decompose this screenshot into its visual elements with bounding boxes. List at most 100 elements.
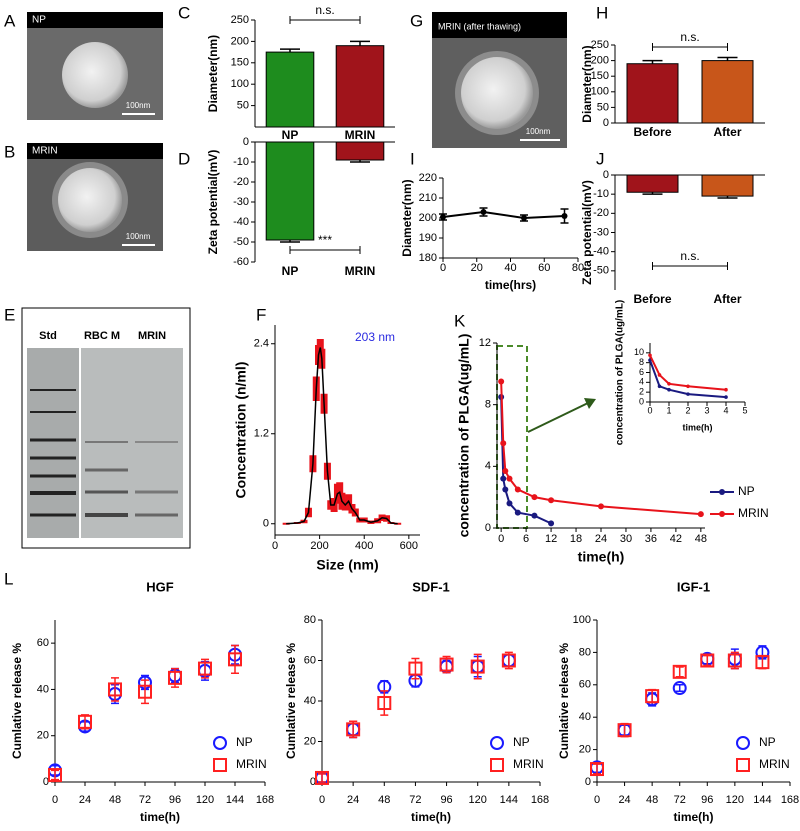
x-tick-label: 168	[781, 794, 799, 806]
x-tick-label: 1	[666, 405, 671, 415]
y-tick-label: 0	[603, 169, 609, 181]
data-point	[78, 714, 92, 729]
legend-label: MRIN	[738, 506, 769, 520]
y-tick-label: 4	[485, 460, 491, 472]
x-tick-label: 24	[595, 533, 607, 545]
y-axis-label: concentration of PLGA(ug/mL)	[456, 334, 472, 538]
y-tick-label: 100	[591, 86, 609, 98]
x-tick-label: 96	[169, 794, 181, 806]
data-point	[228, 652, 242, 667]
x-tick-label: 72	[139, 794, 151, 806]
error-bar	[141, 679, 149, 705]
y-tick-label: 250	[591, 39, 609, 51]
y-tick-label: 1.2	[254, 428, 269, 440]
y-tick-label: -50	[233, 236, 249, 248]
x-tick-label: 120	[196, 794, 214, 806]
y-tick-label: 2	[639, 387, 644, 397]
x-tick-label: 0	[440, 262, 446, 274]
y-tick-label: -50	[593, 265, 609, 277]
x-tick-label: 96	[701, 794, 713, 806]
y-tick-label: -10	[593, 188, 609, 200]
y-tick-label: -10	[233, 156, 249, 168]
data-point	[548, 520, 555, 527]
legend-marker	[719, 489, 725, 495]
y-tick-label: 250	[231, 14, 249, 26]
bar	[701, 174, 754, 197]
x-tick-label: 4	[723, 405, 728, 415]
y-tick-label: 50	[597, 101, 609, 113]
category-label: After	[713, 125, 741, 139]
x-tick-label: 80	[572, 262, 584, 274]
y-tick-label: 200	[591, 55, 609, 67]
data-point	[667, 382, 671, 386]
category-label: After	[713, 292, 741, 306]
data-point	[498, 378, 505, 385]
y-tick-label: 0	[639, 396, 644, 406]
data-point	[561, 213, 568, 219]
y-tick-label: 200	[419, 212, 437, 224]
x-tick-label: 24	[618, 794, 630, 806]
legend-marker	[490, 736, 504, 750]
data-point	[657, 373, 662, 377]
y-axis-label: Concentration (n/ml)	[233, 362, 249, 499]
panel-letter: H	[596, 3, 608, 22]
legend-label: MRIN	[759, 757, 790, 771]
x-axis-label: time(hrs)	[485, 278, 536, 292]
y-axis-label: Cumlative release %	[557, 643, 571, 759]
legend-label: NP	[236, 735, 253, 749]
data-point	[590, 762, 604, 777]
x-tick-label: 144	[500, 794, 518, 806]
scale-label: 100nm	[126, 232, 151, 241]
y-axis-label: concentration of PLGA(ug/mL)	[615, 300, 626, 446]
y-axis-label: Diameter(nm)	[580, 45, 594, 122]
data-point	[686, 384, 690, 389]
data-point	[648, 353, 652, 358]
category-label: Before	[633, 125, 671, 139]
y-tick-label: 80	[579, 646, 591, 658]
x-tick-label: 2	[685, 405, 690, 415]
data-point	[667, 387, 671, 392]
legend-marker	[719, 511, 725, 517]
error-bar	[717, 196, 738, 199]
panel-letter: A	[4, 11, 16, 30]
x-axis-label: time(h)	[683, 422, 713, 432]
y-tick-label: 60	[579, 679, 591, 691]
image-label: MRIN (after thawing)	[438, 21, 521, 31]
y-tick-label: 40	[37, 683, 49, 695]
x-axis-label: time(h)	[578, 549, 625, 565]
data-point	[439, 657, 454, 672]
error-bar	[51, 769, 59, 781]
error-bar	[231, 644, 239, 674]
error-bar	[380, 690, 389, 716]
data-point	[531, 494, 538, 501]
y-tick-label: 100	[573, 614, 591, 626]
x-tick-label: 60	[538, 262, 550, 274]
bar	[626, 63, 679, 124]
category-label: Before	[633, 292, 671, 306]
data-point	[408, 661, 423, 676]
micrograph-b: B MRIN 100nm	[4, 142, 163, 251]
y-tick-label: 210	[419, 192, 437, 204]
scale-label: 100nm	[526, 127, 551, 136]
y-tick-label: 0	[310, 776, 316, 788]
significance-bracket	[652, 262, 728, 270]
error-bar	[350, 40, 370, 46]
x-tick-label: 48	[378, 794, 390, 806]
y-tick-label: 100	[231, 78, 249, 90]
y-tick-label: 0	[485, 522, 491, 534]
data-point	[755, 655, 770, 670]
data-line	[286, 347, 398, 525]
y-tick-label: -40	[593, 246, 609, 258]
y-tick-label: 4	[639, 377, 644, 387]
y-tick-label: 0	[603, 117, 609, 129]
x-tick-label: 168	[531, 794, 549, 806]
bar	[265, 51, 315, 128]
data-point	[514, 486, 521, 493]
x-tick-label: 20	[471, 262, 483, 274]
panel-letter: C	[178, 3, 190, 22]
data-point	[440, 214, 446, 220]
error-bar	[675, 666, 684, 678]
x-tick-label: 48	[695, 533, 707, 545]
data-point	[514, 509, 521, 516]
data-line	[649, 359, 727, 399]
